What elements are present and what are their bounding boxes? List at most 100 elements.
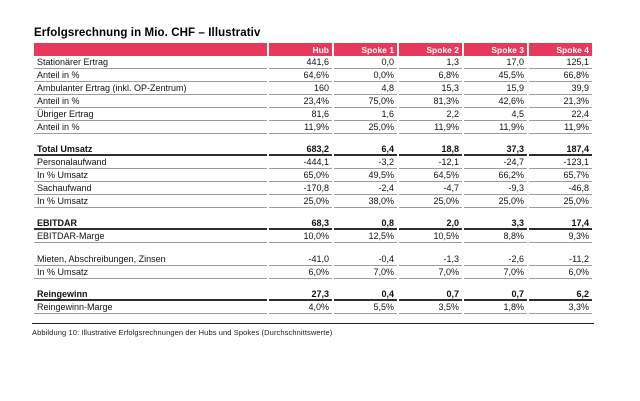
- column-header-spoke2: Spoke 2: [399, 43, 462, 56]
- row-label: Anteil in %: [34, 69, 267, 82]
- row-value: 81,3%: [399, 95, 462, 108]
- row-value: 187,4: [529, 144, 592, 156]
- caption-divider: [32, 323, 594, 324]
- table-row: Ambulanter Ertrag (inkl. OP-Zentrum) 160 4…: [34, 82, 592, 95]
- row-value: -24,7: [464, 156, 527, 169]
- row-value: 11,9%: [269, 121, 332, 134]
- row-value: -9,3: [464, 182, 527, 195]
- column-header-spoke3: Spoke 3: [464, 43, 527, 56]
- row-label: EBITDAR: [34, 218, 267, 230]
- row-value: 6,0%: [269, 266, 332, 279]
- spacer-row: [34, 279, 592, 289]
- row-value: 25,0%: [529, 195, 592, 208]
- row-value: -123,1: [529, 156, 592, 169]
- row-label: In % Umsatz: [34, 169, 267, 182]
- table-row: Anteil in % 11,9% 25,0% 11,9% 11,9% 11,9%: [34, 121, 592, 134]
- row-label: Ambulanter Ertrag (inkl. OP-Zentrum): [34, 82, 267, 95]
- table-header-row: Hub Spoke 1 Spoke 2 Spoke 3 Spoke 4: [34, 43, 592, 56]
- row-value: 25,0%: [269, 195, 332, 208]
- row-value: 23,4%: [269, 95, 332, 108]
- column-header-spoke4: Spoke 4: [529, 43, 592, 56]
- row-value: 11,9%: [529, 121, 592, 134]
- row-value: 25,0%: [334, 121, 397, 134]
- row-value: 0,7: [464, 289, 527, 301]
- row-label: Reingewinn: [34, 289, 267, 301]
- row-label: Mieten, Abschreibungen, Zinsen: [34, 253, 267, 266]
- row-value: 65,0%: [269, 169, 332, 182]
- row-value: 3,5%: [399, 301, 462, 314]
- row-value: 6,8%: [399, 69, 462, 82]
- row-value: 6,2: [529, 289, 592, 301]
- row-label: Total Umsatz: [34, 144, 267, 156]
- spacer-row: [34, 134, 592, 144]
- row-label: Übriger Ertrag: [34, 108, 267, 121]
- row-value: 21,3%: [529, 95, 592, 108]
- row-value: 1,3: [399, 56, 462, 69]
- row-label: Anteil in %: [34, 95, 267, 108]
- row-value: 6,0%: [529, 266, 592, 279]
- row-value: 17,4: [529, 218, 592, 230]
- row-value: 15,3: [399, 82, 462, 95]
- row-value: -170,8: [269, 182, 332, 195]
- row-value: 37,3: [464, 144, 527, 156]
- row-value: 42,6%: [464, 95, 527, 108]
- row-value: 441,6: [269, 56, 332, 69]
- row-value: -46,8: [529, 182, 592, 195]
- row-value: 0,0: [334, 56, 397, 69]
- row-value: 3,3: [464, 218, 527, 230]
- table-row: Reingewinn-Marge 4,0% 5,5% 3,5% 1,8% 3,3%: [34, 301, 592, 314]
- row-value: 38,0%: [334, 195, 397, 208]
- table-row: EBITDAR-Marge 10,0% 12,5% 10,5% 8,8% 9,3%: [34, 230, 592, 243]
- row-value: 66,8%: [529, 69, 592, 82]
- row-value: 45,5%: [464, 69, 527, 82]
- row-value: -3,2: [334, 156, 397, 169]
- row-value: -444,1: [269, 156, 332, 169]
- row-label: Stationärer Ertrag: [34, 56, 267, 69]
- row-label: Personalaufwand: [34, 156, 267, 169]
- row-value: 683,2: [269, 144, 332, 156]
- row-value: 11,9%: [399, 121, 462, 134]
- row-value: -2,6: [464, 253, 527, 266]
- spacer-row: [34, 208, 592, 218]
- row-value: 10,0%: [269, 230, 332, 243]
- row-value: 7,0%: [464, 266, 527, 279]
- row-value: 6,4: [334, 144, 397, 156]
- table-total-row: Total Umsatz 683,2 6,4 18,8 37,3 187,4: [34, 144, 592, 156]
- row-value: -12,1: [399, 156, 462, 169]
- table-total-row: Reingewinn 27,3 0,4 0,7 0,7 6,2: [34, 289, 592, 301]
- row-value: 0,4: [334, 289, 397, 301]
- row-value: -4,7: [399, 182, 462, 195]
- row-value: 22,4: [529, 108, 592, 121]
- row-value: -41,0: [269, 253, 332, 266]
- row-value: 0,8: [334, 218, 397, 230]
- row-value: 2,2: [399, 108, 462, 121]
- row-label: Sachaufwand: [34, 182, 267, 195]
- row-label: In % Umsatz: [34, 195, 267, 208]
- row-value: 125,1: [529, 56, 592, 69]
- spacer-row: [34, 243, 592, 253]
- row-value: 64,6%: [269, 69, 332, 82]
- table-row: Anteil in % 64,6% 0,0% 6,8% 45,5% 66,8%: [34, 69, 592, 82]
- row-value: 1,6: [334, 108, 397, 121]
- row-value: 0,7: [399, 289, 462, 301]
- row-value: 2,0: [399, 218, 462, 230]
- row-value: 12,5%: [334, 230, 397, 243]
- row-label: EBITDAR-Marge: [34, 230, 267, 243]
- row-label: Anteil in %: [34, 121, 267, 134]
- row-value: 3,3%: [529, 301, 592, 314]
- table-row: In % Umsatz 25,0% 38,0% 25,0% 25,0% 25,0%: [34, 195, 592, 208]
- table-total-row: EBITDAR 68,3 0,8 2,0 3,3 17,4: [34, 218, 592, 230]
- row-value: 11,9%: [464, 121, 527, 134]
- row-value: 5,5%: [334, 301, 397, 314]
- column-header-hub: Hub: [269, 43, 332, 56]
- row-value: 64,5%: [399, 169, 462, 182]
- income-statement-table: Hub Spoke 1 Spoke 2 Spoke 3 Spoke 4 Stat…: [32, 43, 594, 314]
- row-value: 25,0%: [464, 195, 527, 208]
- row-value: 27,3: [269, 289, 332, 301]
- report-page: Erfolgsrechnung in Mio. CHF – Illustrati…: [32, 27, 594, 337]
- row-value: -0,4: [334, 253, 397, 266]
- table-row: Sachaufwand -170,8 -2,4 -4,7 -9,3 -46,8: [34, 182, 592, 195]
- row-value: 4,8: [334, 82, 397, 95]
- row-value: 1,8%: [464, 301, 527, 314]
- column-header-spoke1: Spoke 1: [334, 43, 397, 56]
